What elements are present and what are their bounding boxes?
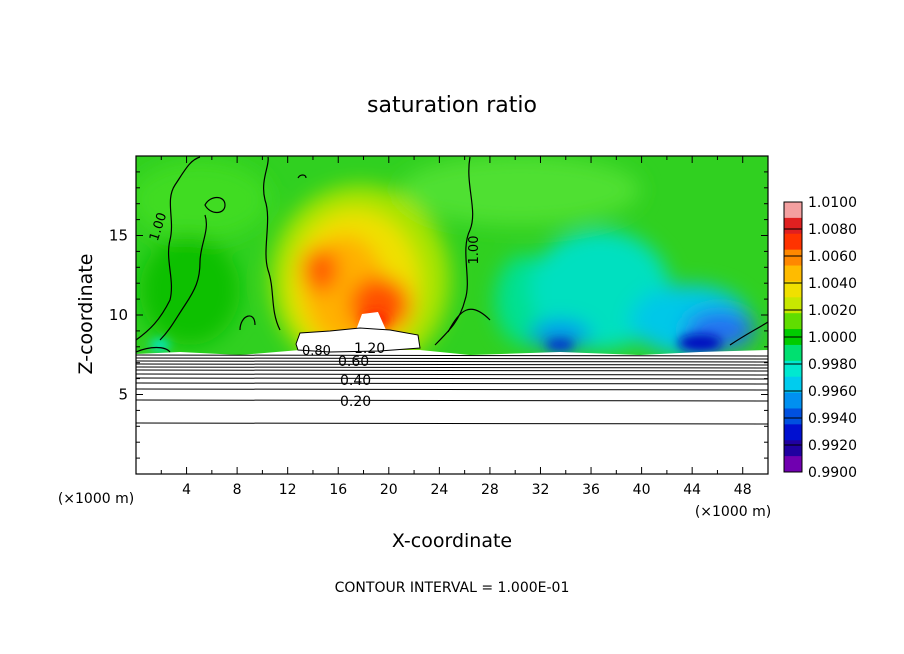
x-tick-label: 24 (430, 482, 448, 498)
contour-label: 0.40 (340, 373, 371, 389)
x-tick-label: 28 (481, 482, 499, 498)
colorbar: 1.0100 1.0080 1.0060 1.0040 1.0020 1.0000 0.99… (783, 195, 857, 481)
colorbar-swatch (784, 360, 802, 378)
chart-title: saturation ratio (367, 93, 537, 118)
colorbar-swatch (784, 456, 802, 473)
y-axis-label: Z-coordinate (75, 254, 97, 375)
x-tick-label: 20 (380, 482, 398, 498)
x-tick-label: 8 (233, 482, 242, 498)
contour-label: 0.80 (302, 344, 331, 359)
x-tick-label: 36 (582, 482, 600, 498)
x-axis-ticks: 4 8 12 16 20 24 28 32 36 40 44 48 (160, 156, 752, 498)
x-tick-label: 48 (734, 482, 752, 498)
x-unit-right: (×1000 m) (695, 504, 771, 520)
colorbar-swatch (784, 249, 802, 267)
contour-label: 1.20 (354, 341, 385, 357)
colorbar-label: 1.0040 (808, 276, 857, 292)
colorbar-swatch (784, 313, 802, 330)
y-tick-label: 15 (109, 227, 128, 245)
colorbar-label: 1.0020 (808, 303, 857, 319)
colorbar-swatch (784, 344, 802, 362)
y-axis-ticks: 5 10 15 (109, 171, 768, 459)
colorbar-label: 1.0000 (808, 330, 857, 346)
x-tick-label: 4 (182, 482, 191, 498)
x-tick-label: 32 (532, 482, 550, 498)
y-tick-label: 5 (118, 386, 128, 404)
contour-lines (136, 156, 768, 353)
x-tick-label: 12 (279, 482, 297, 498)
colorbar-swatch (784, 424, 802, 441)
x-tick-label: 16 (329, 482, 347, 498)
colorbar-swatch (784, 233, 802, 251)
x-unit-left: (×1000 m) (58, 491, 134, 507)
colorbar-swatch (784, 202, 802, 219)
colorbar-swatch (784, 440, 802, 457)
colorbar-label: 1.0080 (808, 222, 857, 238)
colorbar-swatch (784, 408, 802, 425)
contour-label: 1.00 (467, 236, 482, 265)
x-tick-label: 40 (633, 482, 651, 498)
contour-label: 0.20 (340, 394, 371, 410)
colorbar-swatch (784, 217, 802, 235)
x-tick-label: 44 (683, 482, 701, 498)
colorbar-swatch (784, 281, 802, 298)
stable-layer-lines (136, 354, 768, 425)
colorbar-label: 0.9920 (808, 438, 857, 454)
colorbar-label: 0.9980 (808, 357, 857, 373)
colorbar-swatch (784, 376, 802, 394)
colorbar-label: 0.9960 (808, 384, 857, 400)
colorbar-swatch (784, 392, 802, 409)
ground-region (136, 350, 768, 474)
contour-label: 0.60 (338, 354, 369, 370)
colorbar-label: 1.0060 (808, 249, 857, 265)
heatmap-field (136, 156, 768, 474)
y-tick-label: 10 (109, 306, 128, 324)
contour-interval-note: CONTOUR INTERVAL = 1.000E-01 (335, 580, 570, 596)
plume-core (356, 312, 386, 330)
colorbar-swatch (784, 265, 802, 282)
contour-1.20-region (295, 327, 421, 353)
colorbar-label: 0.9940 (808, 411, 857, 427)
x-axis-label: X-coordinate (392, 530, 512, 552)
colorbar-label: 0.9900 (808, 465, 857, 481)
colorbar-label: 1.0100 (808, 195, 857, 211)
colorbar-swatch (784, 297, 802, 314)
